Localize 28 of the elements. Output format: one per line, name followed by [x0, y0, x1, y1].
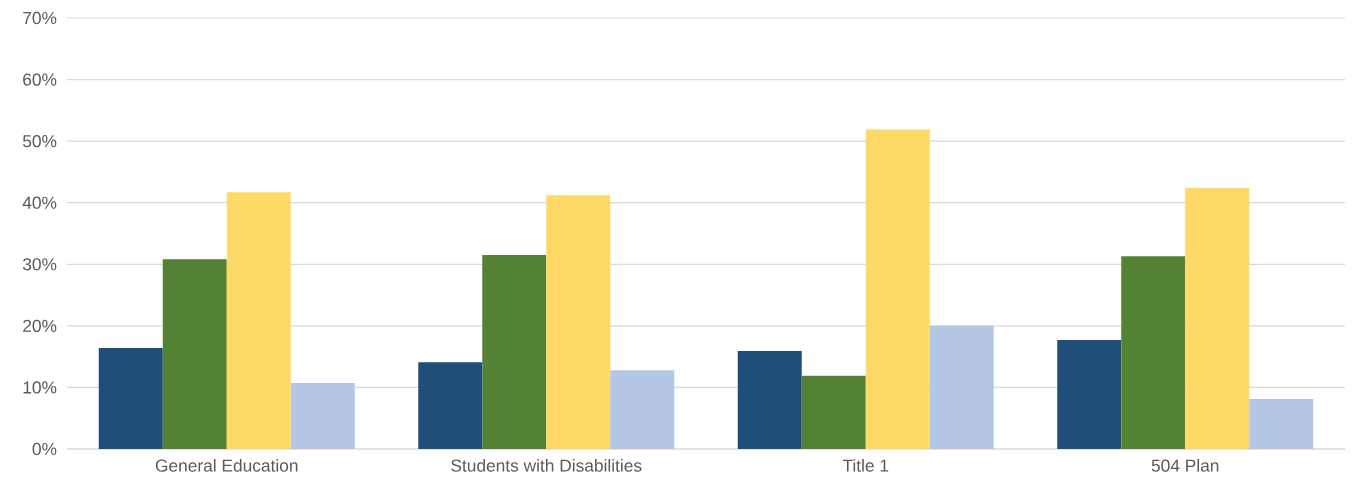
x-tick-label: General Education	[155, 459, 298, 472]
y-tick-label: 0%	[32, 442, 57, 456]
bar	[98, 348, 163, 449]
y-tick-label: 10%	[23, 381, 57, 394]
y-tick-label: 70%	[23, 11, 57, 25]
bar	[546, 195, 611, 449]
bar	[865, 129, 930, 449]
bar	[1121, 256, 1186, 449]
bar	[610, 370, 675, 449]
bar	[226, 192, 291, 449]
y-tick-label: 30%	[22, 258, 57, 271]
bar	[1057, 340, 1122, 449]
bar	[929, 325, 994, 449]
y-tick-label: 40%	[22, 196, 57, 209]
y-tick-label: 60%	[23, 73, 57, 86]
bar	[801, 375, 866, 449]
bar	[1185, 187, 1250, 449]
y-tick-label: 50%	[22, 135, 57, 148]
bar	[1249, 399, 1314, 449]
bar	[290, 383, 355, 449]
x-tick-label: 504 Plan	[1151, 459, 1219, 472]
x-tick-label: Title 1	[842, 459, 889, 472]
x-tick-label: Students with Disabilities	[451, 459, 642, 472]
y-tick-label: 20%	[23, 319, 57, 332]
bar	[737, 351, 802, 449]
bar	[482, 255, 547, 449]
bar	[162, 259, 227, 449]
bar	[418, 362, 483, 449]
